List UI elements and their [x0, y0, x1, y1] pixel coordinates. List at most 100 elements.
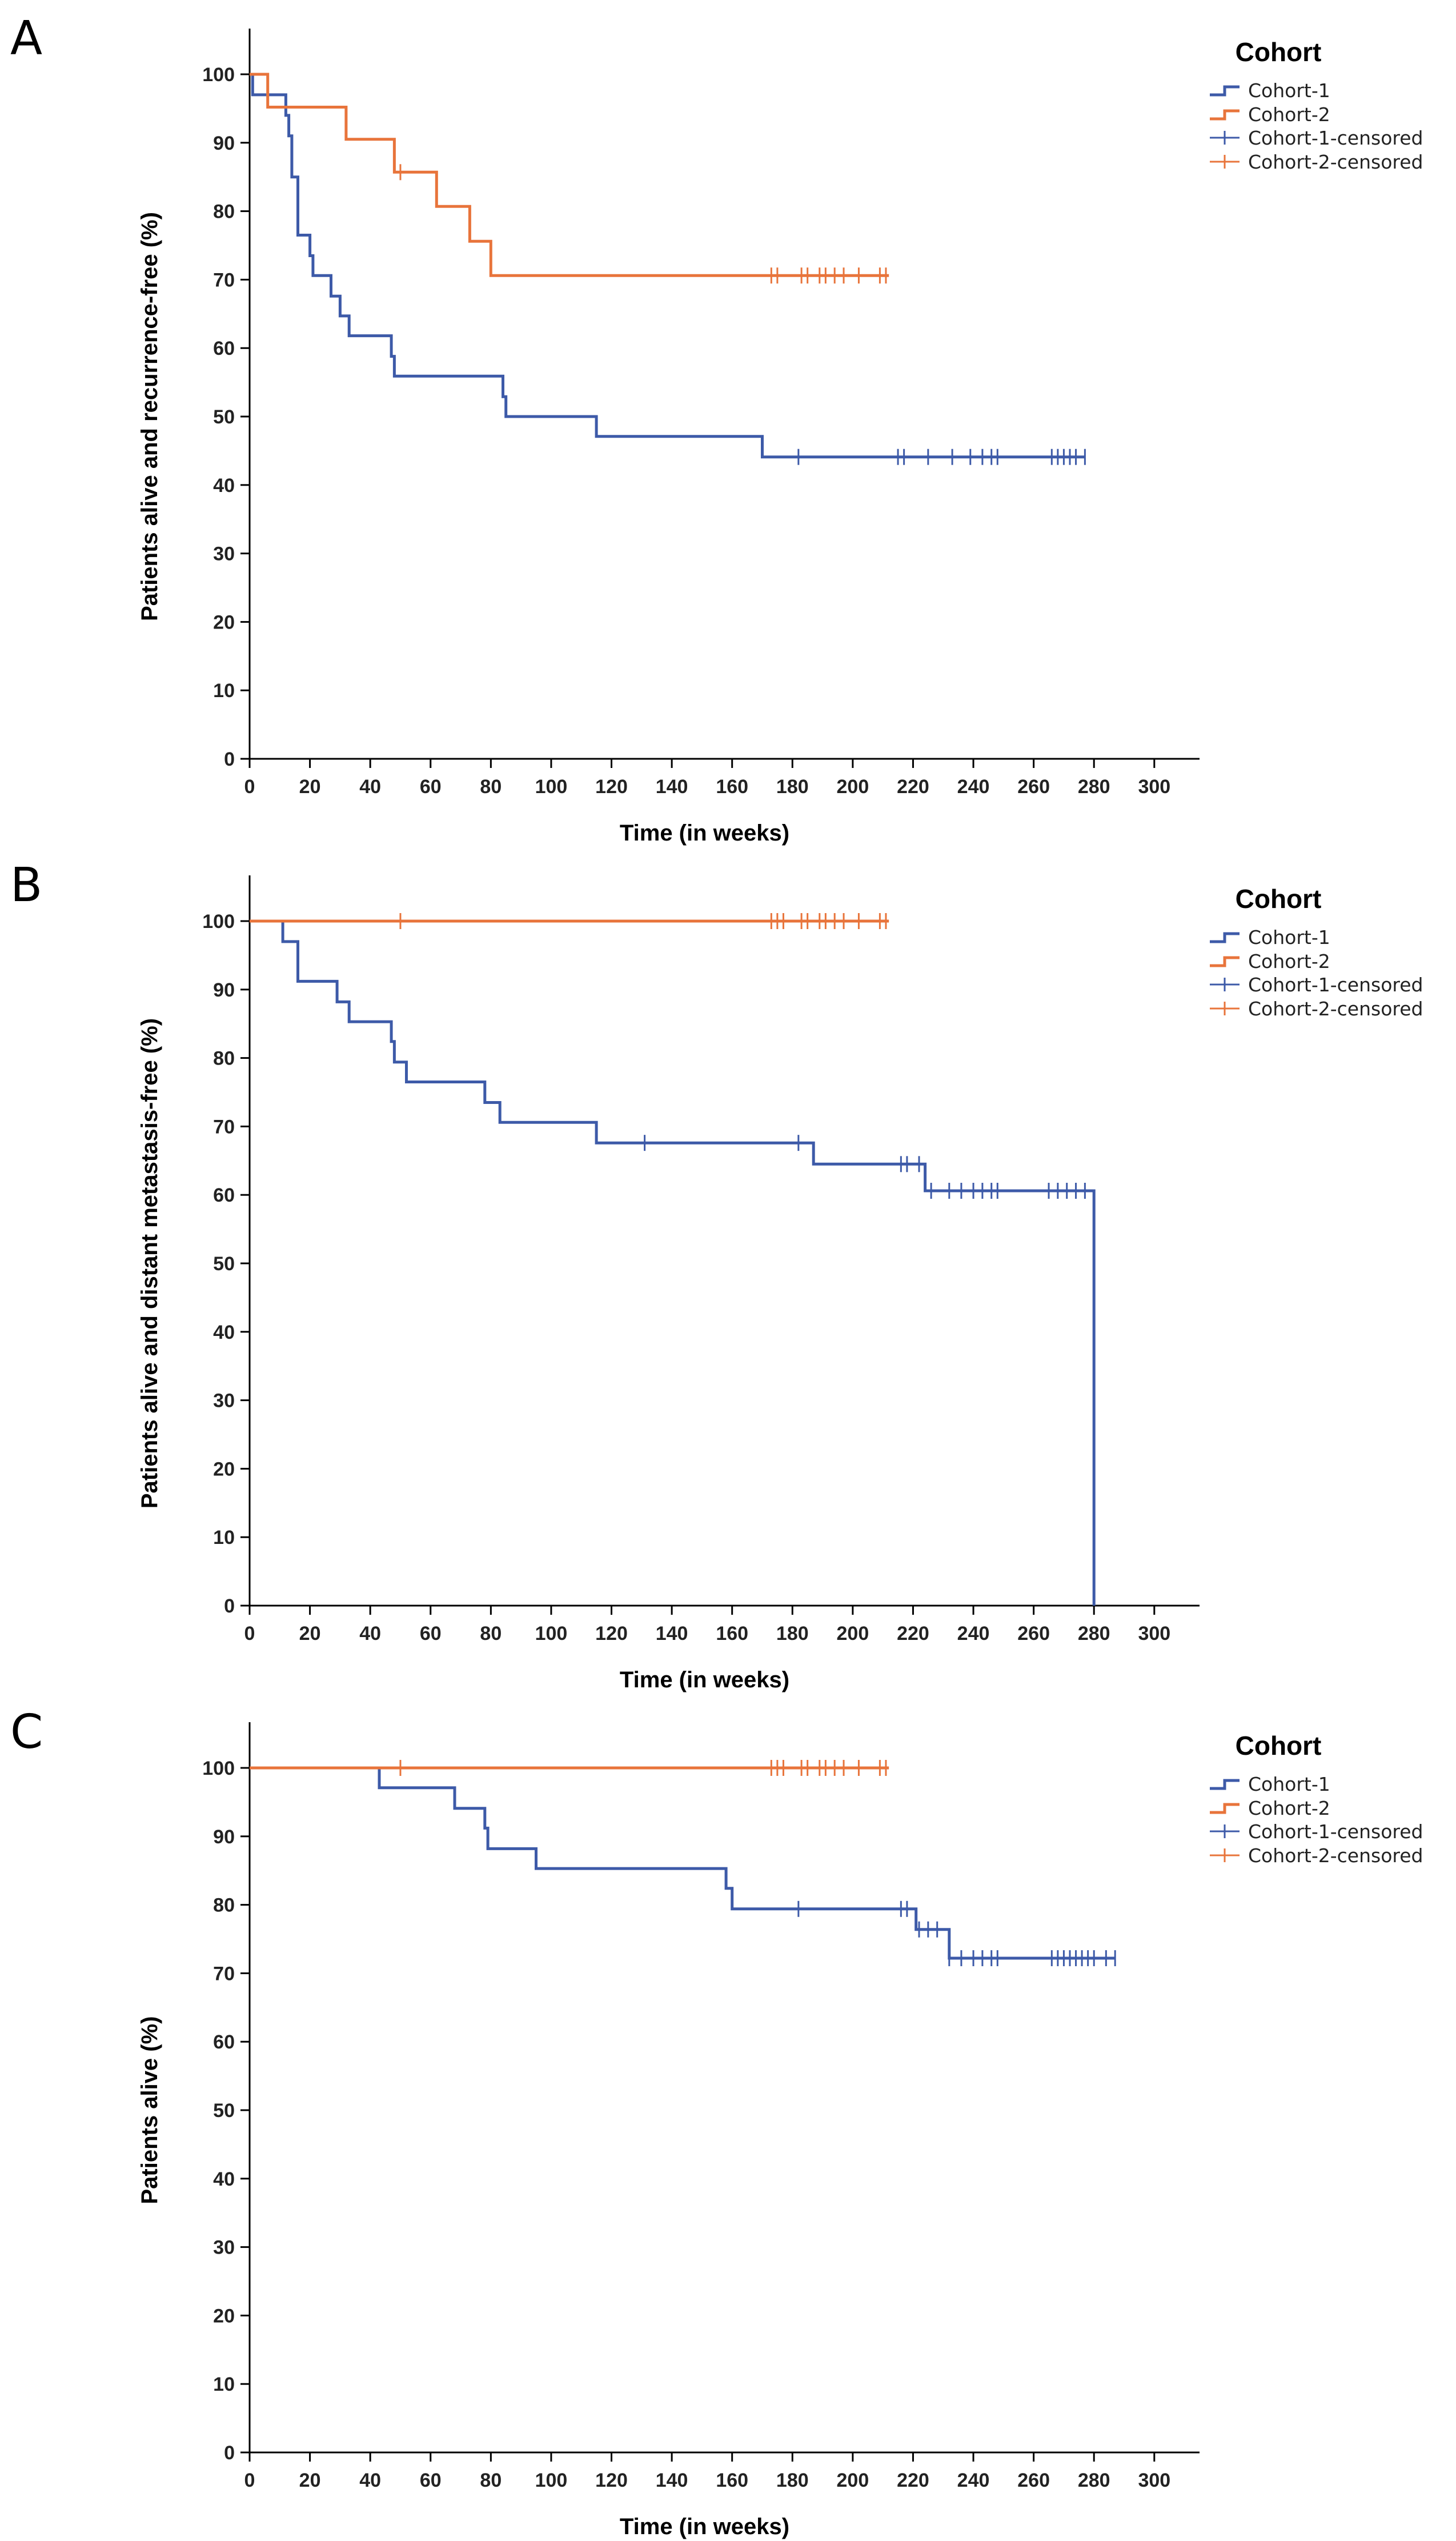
- x-tick-label: 120: [595, 2470, 628, 2491]
- y-tick-label: 90: [213, 133, 235, 154]
- y-tick-label: 20: [213, 2305, 235, 2327]
- y-tick-label: 50: [213, 2100, 235, 2122]
- y-axis-title: Patients alive and recurrence-free (%): [137, 212, 162, 621]
- y-tick-label: 90: [213, 1826, 235, 1848]
- x-tick-label: 60: [420, 776, 442, 798]
- x-tick-label: 60: [420, 2470, 442, 2491]
- x-tick-label: 120: [595, 776, 628, 798]
- legend-item-label: Cohort-2: [1248, 950, 1330, 973]
- x-tick-label: 300: [1138, 2470, 1170, 2491]
- x-tick-label: 20: [299, 776, 321, 798]
- y-tick-label: 30: [213, 2237, 235, 2259]
- km-chart-a: A 0 10 20 30 40 50 60 70 80 90 100 0 20 40 60 80 100 120 14…: [10, 11, 1423, 846]
- km-curve-cohort-1: [250, 919, 1096, 1606]
- x-tick-label: 240: [957, 776, 990, 798]
- x-tick-label: 0: [244, 2470, 255, 2491]
- x-tick-label: 300: [1138, 1623, 1170, 1644]
- legend-item-label: Cohort-1: [1248, 1773, 1330, 1795]
- x-tick-label: 0: [244, 1623, 255, 1644]
- y-tick-label: 10: [213, 680, 235, 702]
- y-axis-title: Patients alive and distant metastasis-fr…: [137, 1018, 162, 1508]
- x-tick-label: 40: [359, 1623, 381, 1644]
- x-tick-label: 260: [1017, 776, 1050, 798]
- y-tick-label: 20: [213, 611, 235, 633]
- legend-item-label: Cohort-2-censored: [1248, 1844, 1423, 1867]
- x-tick-label: 160: [716, 2470, 748, 2491]
- x-tick-label: 140: [656, 2470, 688, 2491]
- y-tick-label: 60: [213, 2031, 235, 2053]
- x-tick-label: 280: [1078, 776, 1110, 798]
- panel-letter: C: [10, 1705, 43, 1759]
- x-tick-label: 200: [837, 776, 869, 798]
- x-tick-label: 200: [837, 2470, 869, 2491]
- x-tick-label: 220: [897, 2470, 929, 2491]
- legend-swatch: [1210, 85, 1240, 97]
- legend-item-label: Cohort-2-censored: [1248, 151, 1423, 173]
- legend-item-label: Cohort-2: [1248, 103, 1330, 126]
- x-tick-label: 140: [656, 1623, 688, 1644]
- x-tick-label: 20: [299, 1623, 321, 1644]
- legend-swatch: [1210, 109, 1240, 121]
- y-tick-label: 10: [213, 1527, 235, 1548]
- legend-swatch: [1210, 956, 1240, 967]
- x-tick-label: 180: [776, 2470, 809, 2491]
- x-tick-label: 80: [480, 2470, 502, 2491]
- x-tick-label: 200: [837, 1623, 869, 1644]
- y-tick-label: 0: [224, 2442, 235, 2464]
- y-tick-label: 30: [213, 543, 235, 565]
- panel-letter: B: [10, 858, 42, 913]
- x-tick-label: 100: [535, 2470, 568, 2491]
- chart-panel-b: B 0 10 20 30 40 50 60 70 80 90 100 0 20 40 60 80 100 120 14…: [0, 847, 1456, 1694]
- km-curve-cohort-2: [250, 73, 889, 277]
- x-tick-label: 120: [595, 1623, 628, 1644]
- x-tick-label: 180: [776, 1623, 809, 1644]
- legend-title: Cohort: [1236, 1731, 1322, 1760]
- x-tick-label: 180: [776, 776, 809, 798]
- x-tick-label: 80: [480, 1623, 502, 1644]
- y-tick-label: 40: [213, 2168, 235, 2190]
- legend-item-label: Cohort-1: [1248, 79, 1330, 102]
- km-curve-cohort-1: [250, 73, 1085, 459]
- legend-swatch: [1210, 1803, 1240, 1814]
- x-tick-label: 220: [897, 776, 929, 798]
- x-tick-label: 60: [420, 1623, 442, 1644]
- y-tick-label: 70: [213, 1116, 235, 1138]
- x-tick-label: 160: [716, 776, 748, 798]
- legend-item-label: Cohort-1-censored: [1248, 1820, 1423, 1843]
- legend-item-label: Cohort-2: [1248, 1797, 1330, 1819]
- y-tick-label: 60: [213, 1185, 235, 1206]
- y-tick-label: 10: [213, 2374, 235, 2395]
- x-axis-title: Time (in weeks): [620, 2514, 789, 2539]
- y-tick-label: 100: [202, 1758, 235, 1779]
- y-tick-label: 40: [213, 475, 235, 497]
- x-tick-label: 40: [359, 776, 381, 798]
- y-tick-label: 50: [213, 406, 235, 428]
- x-axis-title: Time (in weeks): [620, 1667, 789, 1692]
- y-tick-label: 30: [213, 1390, 235, 1412]
- x-tick-label: 0: [244, 776, 255, 798]
- x-tick-label: 40: [359, 2470, 381, 2491]
- y-tick-label: 80: [213, 1048, 235, 1070]
- x-tick-label: 260: [1017, 2470, 1050, 2491]
- legend-item-label: Cohort-1-censored: [1248, 974, 1423, 996]
- km-curve-cohort-1: [250, 1766, 1116, 1960]
- x-tick-label: 20: [299, 2470, 321, 2491]
- x-tick-label: 160: [716, 1623, 748, 1644]
- y-tick-label: 20: [213, 1458, 235, 1480]
- y-tick-label: 100: [202, 911, 235, 933]
- x-axis-title: Time (in weeks): [620, 821, 789, 846]
- legend-swatch: [1210, 932, 1240, 943]
- chart-panel-a: A 0 10 20 30 40 50 60 70 80 90 100 0 20 40 60 80 100 120 14…: [0, 0, 1456, 847]
- y-tick-label: 70: [213, 269, 235, 291]
- x-tick-label: 280: [1078, 1623, 1110, 1644]
- x-tick-label: 260: [1017, 1623, 1050, 1644]
- legend-title: Cohort: [1236, 884, 1322, 914]
- y-tick-label: 40: [213, 1322, 235, 1343]
- legend-item-label: Cohort-2-censored: [1248, 998, 1423, 1020]
- y-tick-label: 90: [213, 979, 235, 1001]
- x-tick-label: 220: [897, 1623, 929, 1644]
- y-tick-label: 100: [202, 64, 235, 86]
- chart-panel-c: C 0 10 20 30 40 50 60 70 80 90 100 0 20 40 60 80 100 120 14…: [0, 1694, 1456, 2540]
- y-tick-label: 80: [213, 1895, 235, 1916]
- x-tick-label: 140: [656, 776, 688, 798]
